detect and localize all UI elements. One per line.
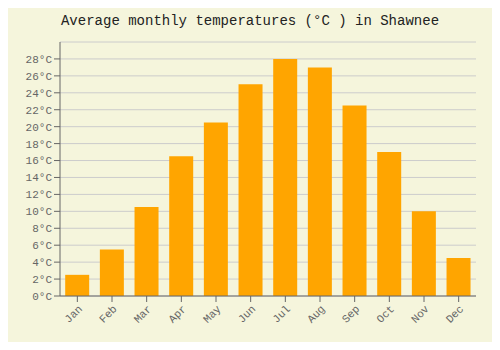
svg-text:Jan: Jan — [62, 303, 84, 325]
html-text:Average monthly temperatures (: Average monthly temperatures (°C ) in Sh… — [61, 13, 439, 29]
svg-text:24°C: 24°C — [26, 88, 53, 100]
svg-text:0°C: 0°C — [32, 291, 52, 303]
svg-text:May: May — [201, 303, 224, 326]
svg-text:8°C: 8°C — [32, 223, 52, 235]
svg-text:Nov: Nov — [409, 303, 432, 326]
svg-text:18°C: 18°C — [26, 139, 53, 151]
svg-text:Mar: Mar — [132, 303, 154, 325]
svg-text:2°C: 2°C — [32, 274, 52, 286]
svg-text:Sep: Sep — [340, 303, 362, 325]
svg-text:Oct: Oct — [374, 303, 396, 325]
svg-text:Jul: Jul — [270, 303, 292, 325]
svg-text:6°C: 6°C — [32, 240, 52, 252]
svg-text:26°C: 26°C — [26, 71, 53, 83]
svg-text:4°C: 4°C — [32, 257, 52, 269]
svg-text:Dec: Dec — [444, 303, 466, 325]
svg-text:Feb: Feb — [97, 303, 119, 325]
svg-text:Apr: Apr — [166, 303, 188, 325]
svg-text:14°C: 14°C — [26, 172, 53, 184]
svg-text:16°C: 16°C — [26, 155, 53, 167]
svg-text:Jun: Jun — [236, 303, 258, 325]
svg-text:Aug: Aug — [305, 303, 327, 325]
svg-text:12°C: 12°C — [26, 189, 53, 201]
svg-text:22°C: 22°C — [26, 105, 53, 117]
svg-text:28°C: 28°C — [26, 54, 53, 66]
svg-text:20°C: 20°C — [26, 122, 53, 134]
svg-text:10°C: 10°C — [26, 206, 53, 218]
